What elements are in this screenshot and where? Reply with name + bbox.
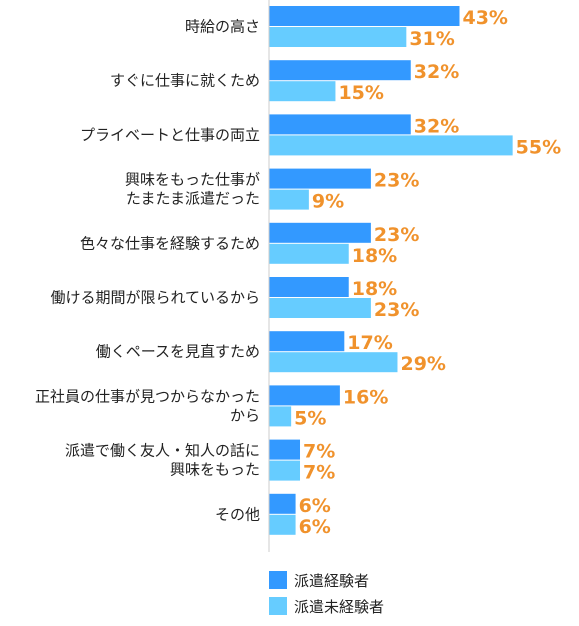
category-label-2: プライベートと仕事の両立 bbox=[80, 126, 260, 144]
category-label-1: すぐに仕事に就くため bbox=[110, 72, 260, 90]
legend-swatch-experienced bbox=[269, 571, 287, 589]
value-label-inexperienced-8: 7% bbox=[303, 462, 335, 484]
bar-experienced-5 bbox=[269, 277, 349, 297]
bar-experienced-2 bbox=[269, 114, 411, 135]
bar-experienced-3 bbox=[269, 168, 371, 189]
value-label-experienced-5: 18% bbox=[352, 278, 397, 300]
bar-inexperienced-4 bbox=[269, 243, 349, 264]
value-label-inexperienced-3: 9% bbox=[312, 191, 344, 213]
category-label-5: 働ける期間が限られているから bbox=[50, 289, 260, 307]
category-label-0: 時給の高さ bbox=[185, 18, 260, 36]
category-label-3-line2: たまたま派遣だった bbox=[126, 190, 260, 208]
bar-inexperienced-7 bbox=[269, 406, 292, 427]
value-label-inexperienced-0: 31% bbox=[409, 28, 454, 50]
category-label-3-line1: 興味をもった仕事が bbox=[125, 171, 260, 189]
value-label-experienced-4: 23% bbox=[374, 224, 419, 246]
legend-swatch-inexperienced bbox=[269, 597, 287, 615]
category-label-8-line1: 派遣で働く友人・知人の話に bbox=[65, 442, 260, 460]
value-label-inexperienced-4: 18% bbox=[352, 245, 397, 267]
category-label-4: 色々な仕事を経験するため bbox=[80, 234, 260, 252]
bar-inexperienced-9 bbox=[269, 514, 296, 535]
bar-experienced-7 bbox=[269, 385, 340, 406]
bar-experienced-6 bbox=[269, 331, 345, 352]
value-label-inexperienced-2: 55% bbox=[516, 136, 561, 158]
value-label-experienced-7: 16% bbox=[343, 386, 388, 408]
bar-experienced-9 bbox=[269, 493, 296, 514]
value-label-inexperienced-5: 23% bbox=[374, 299, 419, 321]
value-label-experienced-1: 32% bbox=[414, 61, 459, 83]
bar-experienced-4 bbox=[269, 222, 371, 243]
category-label-8-line2: 興味をもった bbox=[170, 461, 260, 479]
bar-inexperienced-6 bbox=[269, 352, 398, 373]
value-label-experienced-3: 23% bbox=[374, 170, 419, 192]
value-label-experienced-6: 17% bbox=[347, 332, 392, 354]
bar-experienced-0 bbox=[269, 6, 460, 26]
value-label-experienced-8: 7% bbox=[303, 441, 335, 463]
value-label-inexperienced-9: 6% bbox=[299, 516, 331, 538]
value-label-experienced-9: 6% bbox=[299, 495, 331, 517]
bars-layer bbox=[269, 6, 513, 535]
bar-inexperienced-5 bbox=[269, 298, 371, 318]
category-labels: 時給の高さすぐに仕事に就くためプライベートと仕事の両立興味をもった仕事がたまたま… bbox=[35, 18, 260, 524]
category-label-9: その他 bbox=[215, 505, 260, 523]
category-label-6: 働くペースを見直すため bbox=[96, 343, 260, 361]
bar-inexperienced-8 bbox=[269, 460, 301, 481]
bar-inexperienced-2 bbox=[269, 135, 513, 156]
value-label-inexperienced-6: 29% bbox=[400, 353, 445, 375]
value-label-experienced-2: 32% bbox=[414, 115, 459, 137]
category-label-7-line2: から bbox=[230, 406, 260, 424]
bar-inexperienced-0 bbox=[269, 27, 407, 47]
value-label-inexperienced-1: 15% bbox=[338, 82, 383, 104]
legend-label-inexperienced: 派遣未経験者 bbox=[294, 598, 384, 616]
value-label-inexperienced-7: 5% bbox=[294, 407, 326, 429]
bar-experienced-8 bbox=[269, 439, 301, 460]
bar-experienced-1 bbox=[269, 60, 411, 81]
bar-inexperienced-1 bbox=[269, 81, 336, 102]
bar-inexperienced-3 bbox=[269, 189, 309, 210]
legend-label-experienced: 派遣経験者 bbox=[294, 572, 369, 590]
value-label-experienced-0: 43% bbox=[462, 7, 507, 29]
category-label-7-line1: 正社員の仕事が見つからなかった bbox=[35, 387, 260, 405]
value-labels: 43%31%32%15%32%55%23%9%23%18%18%23%17%29… bbox=[294, 7, 561, 538]
